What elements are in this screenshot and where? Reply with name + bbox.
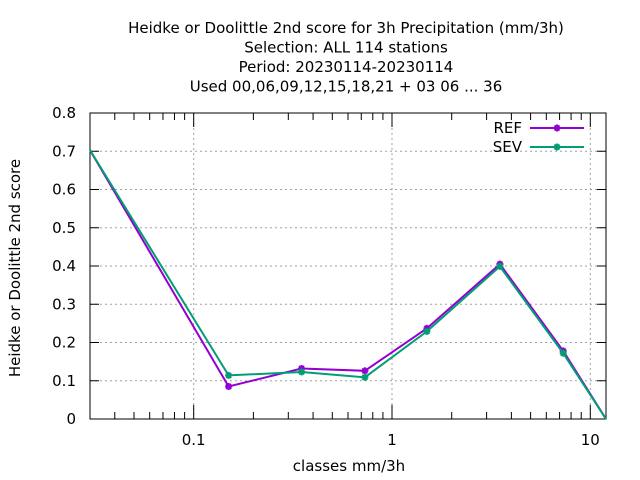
plot-frame [89, 112, 607, 420]
x-tick-label: 1 [387, 431, 397, 449]
y-axis-label: Heidke or Doolittle 2nd score [6, 159, 24, 377]
marker-d2 [496, 263, 504, 270]
y-tick-label: 0.7 [52, 142, 76, 160]
marker-d2 [553, 124, 561, 132]
data-point-sev [496, 262, 504, 270]
data-point-sev [361, 373, 369, 381]
marker-d2 [361, 367, 369, 375]
y-tick-label: 0.6 [52, 181, 76, 199]
marker-d2 [225, 383, 232, 390]
marker-d2 [553, 143, 561, 151]
data-point-ref [361, 367, 369, 375]
y-tick-label: 0.8 [52, 104, 76, 122]
y-tick-label: 0.4 [52, 257, 76, 275]
title-line: Period: 20230114-20230114 [239, 58, 454, 76]
marker-d2 [298, 368, 305, 376]
y-tick-label: 0.1 [52, 372, 76, 390]
marker-d2 [225, 372, 232, 379]
data-point-ref [225, 382, 233, 390]
marker-d2 [423, 328, 431, 335]
data-point-sev [298, 368, 306, 376]
y-tick-label: 0.3 [52, 295, 76, 313]
x-tick-label: 10 [581, 431, 600, 449]
y-tick-label: 0.2 [52, 334, 76, 352]
title-line: Selection: ALL 114 stations [244, 39, 448, 57]
series-layer [89, 149, 607, 420]
legend-label-sev: SEV [493, 138, 523, 156]
legend-label-ref: REF [493, 119, 522, 137]
series-line-sev [89, 149, 607, 420]
ticks: 0 0.1 0.2 0.3 0.4 0.5 0.6 0.7 0.8 0.1 1 10 [52, 104, 606, 449]
data-point-sev [225, 371, 233, 379]
chart-title: Heidke or Doolittle 2nd score for 3h Pre… [128, 19, 564, 96]
series-line-ref [89, 149, 607, 420]
x-axis-label: classes mm/3h [293, 457, 405, 475]
data-point-sev [423, 327, 431, 335]
x-tick-label: 0.1 [182, 431, 206, 449]
marker-d2 [361, 374, 369, 381]
marker-d2 [559, 350, 567, 357]
y-tick-label: 0 [66, 410, 76, 428]
data-point-sev [559, 349, 567, 357]
title-line: Heidke or Doolittle 2nd score for 3h Pre… [128, 19, 564, 37]
grid [90, 113, 606, 419]
legend-marker-ref [553, 124, 561, 132]
title-line: Used 00,06,09,12,15,18,21 + 03 06 ... 36 [190, 78, 503, 96]
y-tick-label: 0.5 [52, 219, 76, 237]
legend-marker-sev [553, 143, 561, 151]
